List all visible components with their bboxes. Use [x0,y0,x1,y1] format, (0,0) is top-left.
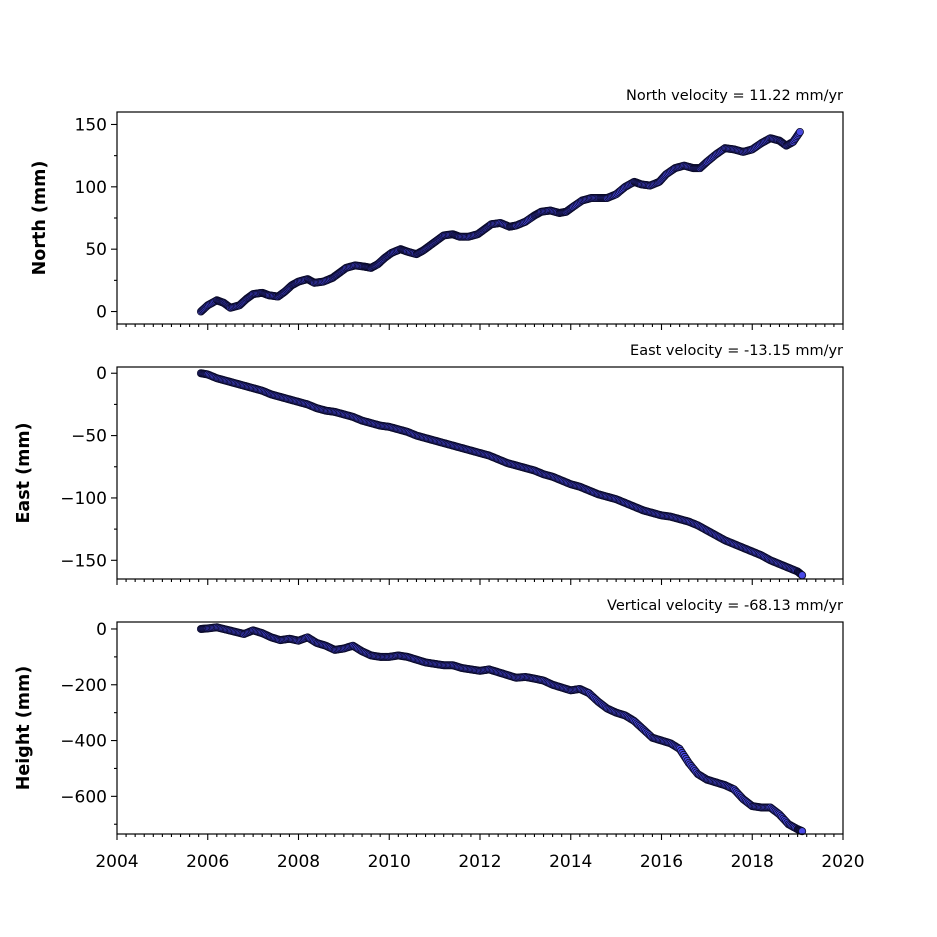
height-y-tick-label: −600 [60,787,107,807]
east-velocity-label: East velocity = -13.15 mm/yr [630,343,843,359]
east-y-tick-label: −50 [71,427,107,447]
north-y-tick-label: 100 [75,178,107,198]
east-y-axis-label: East (mm) [14,422,34,523]
north-y-tick-label: 50 [85,240,107,260]
height-data-point [798,827,807,836]
height-axes-frame [116,621,844,835]
east-y-tick-label: −100 [60,489,107,509]
x-tick-label: 2004 [95,852,138,872]
north-y-tick-label: 150 [75,115,107,135]
height-y-tick-label: −400 [60,732,107,752]
height-panel: Vertical velocity = -68.13 mm/yr Height … [14,598,865,872]
x-tick-label: 2014 [549,852,592,872]
height-y-tick-label: −200 [60,676,107,696]
north-y-axis-label: North (mm) [30,161,50,276]
east-panel: East velocity = -13.15 mm/yr East (mm) 0… [14,343,844,585]
east-data-points [196,369,807,580]
east-y-tick-label: −150 [60,551,107,571]
east-y-tick-label: 0 [96,364,107,384]
north-panel: North velocity = 11.22 mm/yr North (mm) … [30,88,844,330]
north-y-tick-label: 0 [96,303,107,323]
north-data-point [795,127,804,136]
x-tick-label: 2016 [640,852,683,872]
north-velocity-label: North velocity = 11.22 mm/yr [626,88,843,104]
height-y-tick-label: 0 [96,620,107,640]
x-tick-label: 2010 [368,852,411,872]
vertical-velocity-label: Vertical velocity = -68.13 mm/yr [607,598,843,614]
x-tick-label: 2008 [277,852,320,872]
x-tick-label: 2006 [186,852,229,872]
north-data-points [196,127,804,316]
north-axes-frame [116,111,844,325]
height-y-axis-label: Height (mm) [14,666,34,790]
height-data-points [196,623,807,836]
x-tick-label: 2020 [821,852,864,872]
east-data-point [798,571,807,580]
x-tick-label: 2012 [458,852,501,872]
x-tick-label: 2018 [731,852,774,872]
